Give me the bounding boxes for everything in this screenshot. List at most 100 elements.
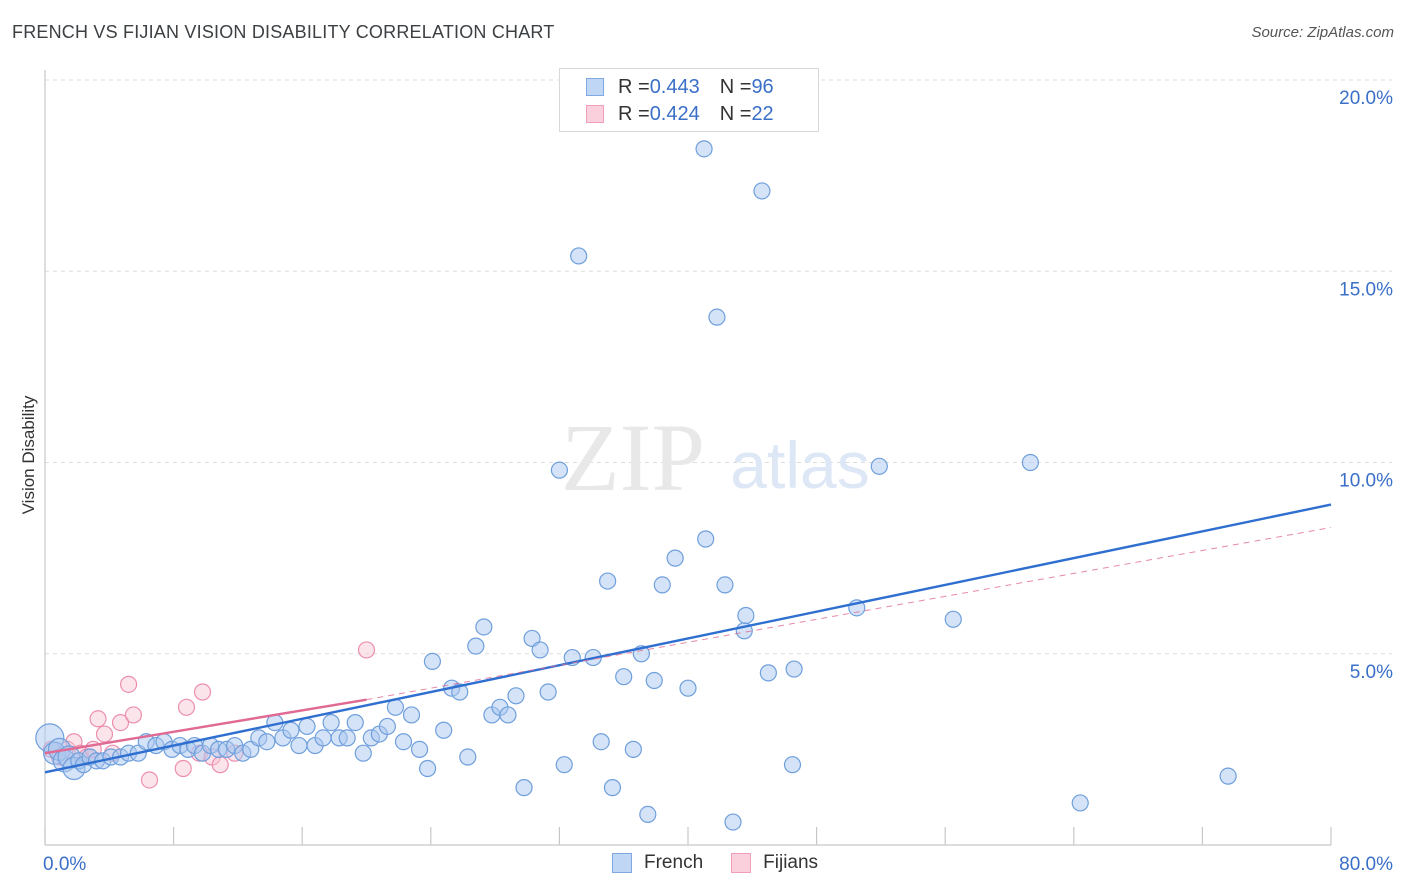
- tick-labels: 5.0% 10.0% 15.0% 20.0% 0.0% 80.0%: [43, 88, 1393, 875]
- y-tick-label: 5.0%: [1350, 662, 1393, 683]
- french-point: [737, 606, 755, 625]
- french-point: [378, 717, 396, 736]
- french-point: [402, 706, 421, 724]
- french-point: [624, 740, 642, 758]
- fijians-point: [124, 706, 143, 724]
- french-point: [708, 308, 726, 326]
- french-points: [35, 140, 1237, 831]
- french-swatch: [612, 853, 632, 873]
- x-tick-label: 80.0%: [1339, 854, 1393, 875]
- french-point: [435, 721, 453, 739]
- watermark: ZIP atlas: [561, 404, 870, 511]
- series-legend: French Fijians: [612, 852, 846, 874]
- french-point: [290, 736, 308, 755]
- r-label: R =: [618, 75, 650, 98]
- n-value: 96: [751, 75, 774, 98]
- n-value: 22: [751, 102, 774, 125]
- french-swatch: [586, 78, 604, 96]
- legend-item-french[interactable]: French: [612, 852, 703, 874]
- french-point: [653, 576, 671, 594]
- french-point: [459, 748, 477, 766]
- french-point: [314, 729, 332, 747]
- french-point: [759, 664, 777, 682]
- watermark-atlas: atlas: [730, 428, 869, 502]
- french-point: [639, 805, 657, 824]
- fijians-point: [193, 683, 212, 701]
- fijians-swatch: [731, 853, 752, 873]
- n-label: N =: [719, 102, 752, 125]
- french-point: [592, 733, 610, 751]
- french-point: [515, 779, 533, 797]
- french-point: [550, 461, 569, 479]
- r-value: 0.443: [649, 75, 700, 98]
- french-point: [783, 756, 802, 774]
- french-point: [539, 683, 557, 701]
- french-point: [870, 457, 888, 475]
- french-point: [599, 572, 617, 590]
- french-point: [716, 576, 734, 594]
- y-tick-label: 20.0%: [1339, 88, 1393, 109]
- french-point: [944, 610, 962, 628]
- legend-label-fijians: Fijians: [763, 852, 819, 873]
- fijians-trend-extension: [366, 527, 1332, 701]
- french-point: [338, 729, 356, 747]
- y-tick-label: 15.0%: [1339, 279, 1393, 300]
- french-point: [679, 679, 697, 697]
- correlation-legend: R = 0.443 N = 96 R = 0.424 N = 22: [559, 68, 819, 132]
- grid-lines: [45, 79, 1392, 655]
- chart-title: FRENCH VS FIJIAN VISION DISABILITY CORRE…: [12, 22, 555, 42]
- french-point: [531, 641, 549, 659]
- french-point: [666, 549, 684, 567]
- french-point: [322, 713, 340, 732]
- source-label: Source: ZipAtlas.com: [1251, 24, 1394, 41]
- french-point: [394, 733, 413, 751]
- fijians-point: [174, 759, 192, 778]
- french-point: [695, 140, 713, 158]
- french-point: [258, 733, 276, 751]
- french-point: [555, 756, 573, 774]
- french-point: [697, 530, 715, 548]
- y-axis-label: Vision Disability: [19, 395, 38, 514]
- french-point: [1021, 453, 1039, 472]
- french-point: [410, 740, 429, 758]
- fijians-trend-line: [44, 698, 367, 755]
- fijians-point: [111, 713, 130, 732]
- legend-row-fijians: R = 0.424 N = 22: [586, 102, 774, 126]
- r-label: R =: [618, 102, 650, 125]
- watermark-zip: ZIP: [561, 404, 705, 511]
- french-point: [282, 721, 300, 739]
- french-point: [615, 668, 633, 686]
- french-point: [346, 713, 364, 732]
- french-point: [467, 637, 485, 655]
- french-point: [475, 618, 493, 636]
- legend-row-french: R = 0.443 N = 96: [586, 75, 774, 99]
- legend-label-french: French: [644, 852, 704, 873]
- r-value: 0.424: [649, 102, 700, 125]
- fijians-point: [211, 756, 229, 774]
- n-label: N =: [719, 75, 752, 98]
- legend-item-fijians[interactable]: Fijians: [731, 852, 818, 874]
- french-point: [507, 687, 525, 705]
- french-point: [570, 247, 588, 265]
- french-point: [753, 182, 771, 200]
- french-point: [354, 744, 372, 762]
- fijians-point: [177, 698, 196, 716]
- french-point: [298, 717, 316, 736]
- trend-lines: [44, 503, 1332, 774]
- x-tick-label: 0.0%: [43, 854, 86, 875]
- fijians-point: [89, 710, 107, 728]
- french-point: [499, 706, 517, 724]
- axes: [44, 70, 1332, 846]
- fijians-point: [357, 641, 376, 659]
- fijians-point: [119, 675, 138, 693]
- french-point: [423, 652, 442, 671]
- french-trend-line: [44, 503, 1332, 774]
- french-point: [418, 759, 437, 778]
- y-tick-label: 10.0%: [1339, 471, 1393, 492]
- fijians-point: [95, 725, 114, 743]
- french-point: [785, 660, 803, 678]
- french-point: [724, 813, 742, 831]
- french-point: [603, 779, 622, 797]
- fijians-point: [140, 771, 159, 789]
